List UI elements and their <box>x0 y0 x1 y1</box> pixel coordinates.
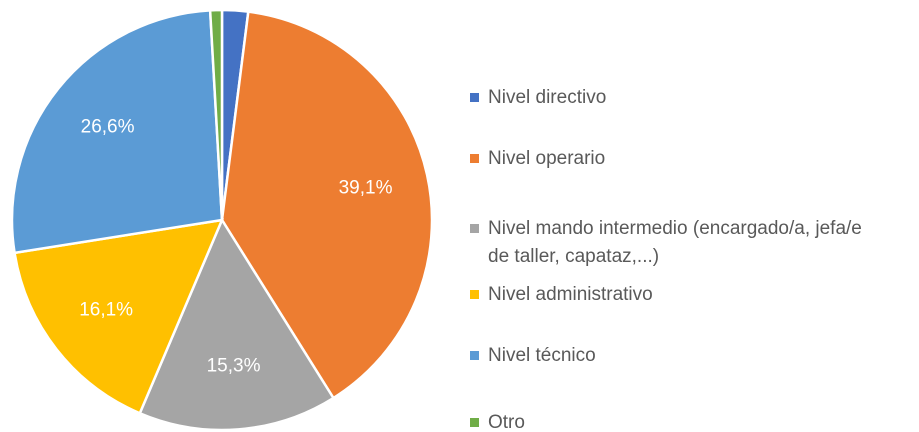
legend-swatch <box>470 154 479 163</box>
pie-slice <box>138 217 336 432</box>
legend-label: Nivel técnico <box>488 345 596 366</box>
legend-label: Otro <box>488 412 525 432</box>
legend-item: Nivel operario <box>470 145 878 173</box>
data-label: 15,3% <box>207 356 261 377</box>
data-label: 39,1% <box>339 177 393 198</box>
legend-item: Nivel administrativo <box>470 281 878 309</box>
legend-swatch <box>470 351 479 360</box>
pie-slice <box>13 218 225 415</box>
legend-swatch <box>470 224 479 233</box>
legend-label: Nivel administrativo <box>488 284 653 305</box>
legend-label: Nivel operario <box>488 148 606 169</box>
legend-item: Nivel mando intermedio (encargado/a, jef… <box>470 215 878 271</box>
pie-slice <box>220 10 434 400</box>
legend-item: Nivel técnico <box>470 342 878 370</box>
pie-slice <box>10 9 224 255</box>
legend-item: Nivel directivo <box>470 84 878 112</box>
data-label: 26,6% <box>81 117 135 138</box>
legend-swatch <box>470 93 479 102</box>
data-label: 16,1% <box>79 299 133 320</box>
legend-label: Nivel mando intermedio (encargado/a, jef… <box>488 218 862 267</box>
legend-label: Nivel directivo <box>488 87 607 108</box>
pie-slice <box>208 8 224 221</box>
legend-item: Otro <box>470 409 878 432</box>
legend-swatch <box>470 418 479 427</box>
legend-swatch <box>470 290 479 299</box>
